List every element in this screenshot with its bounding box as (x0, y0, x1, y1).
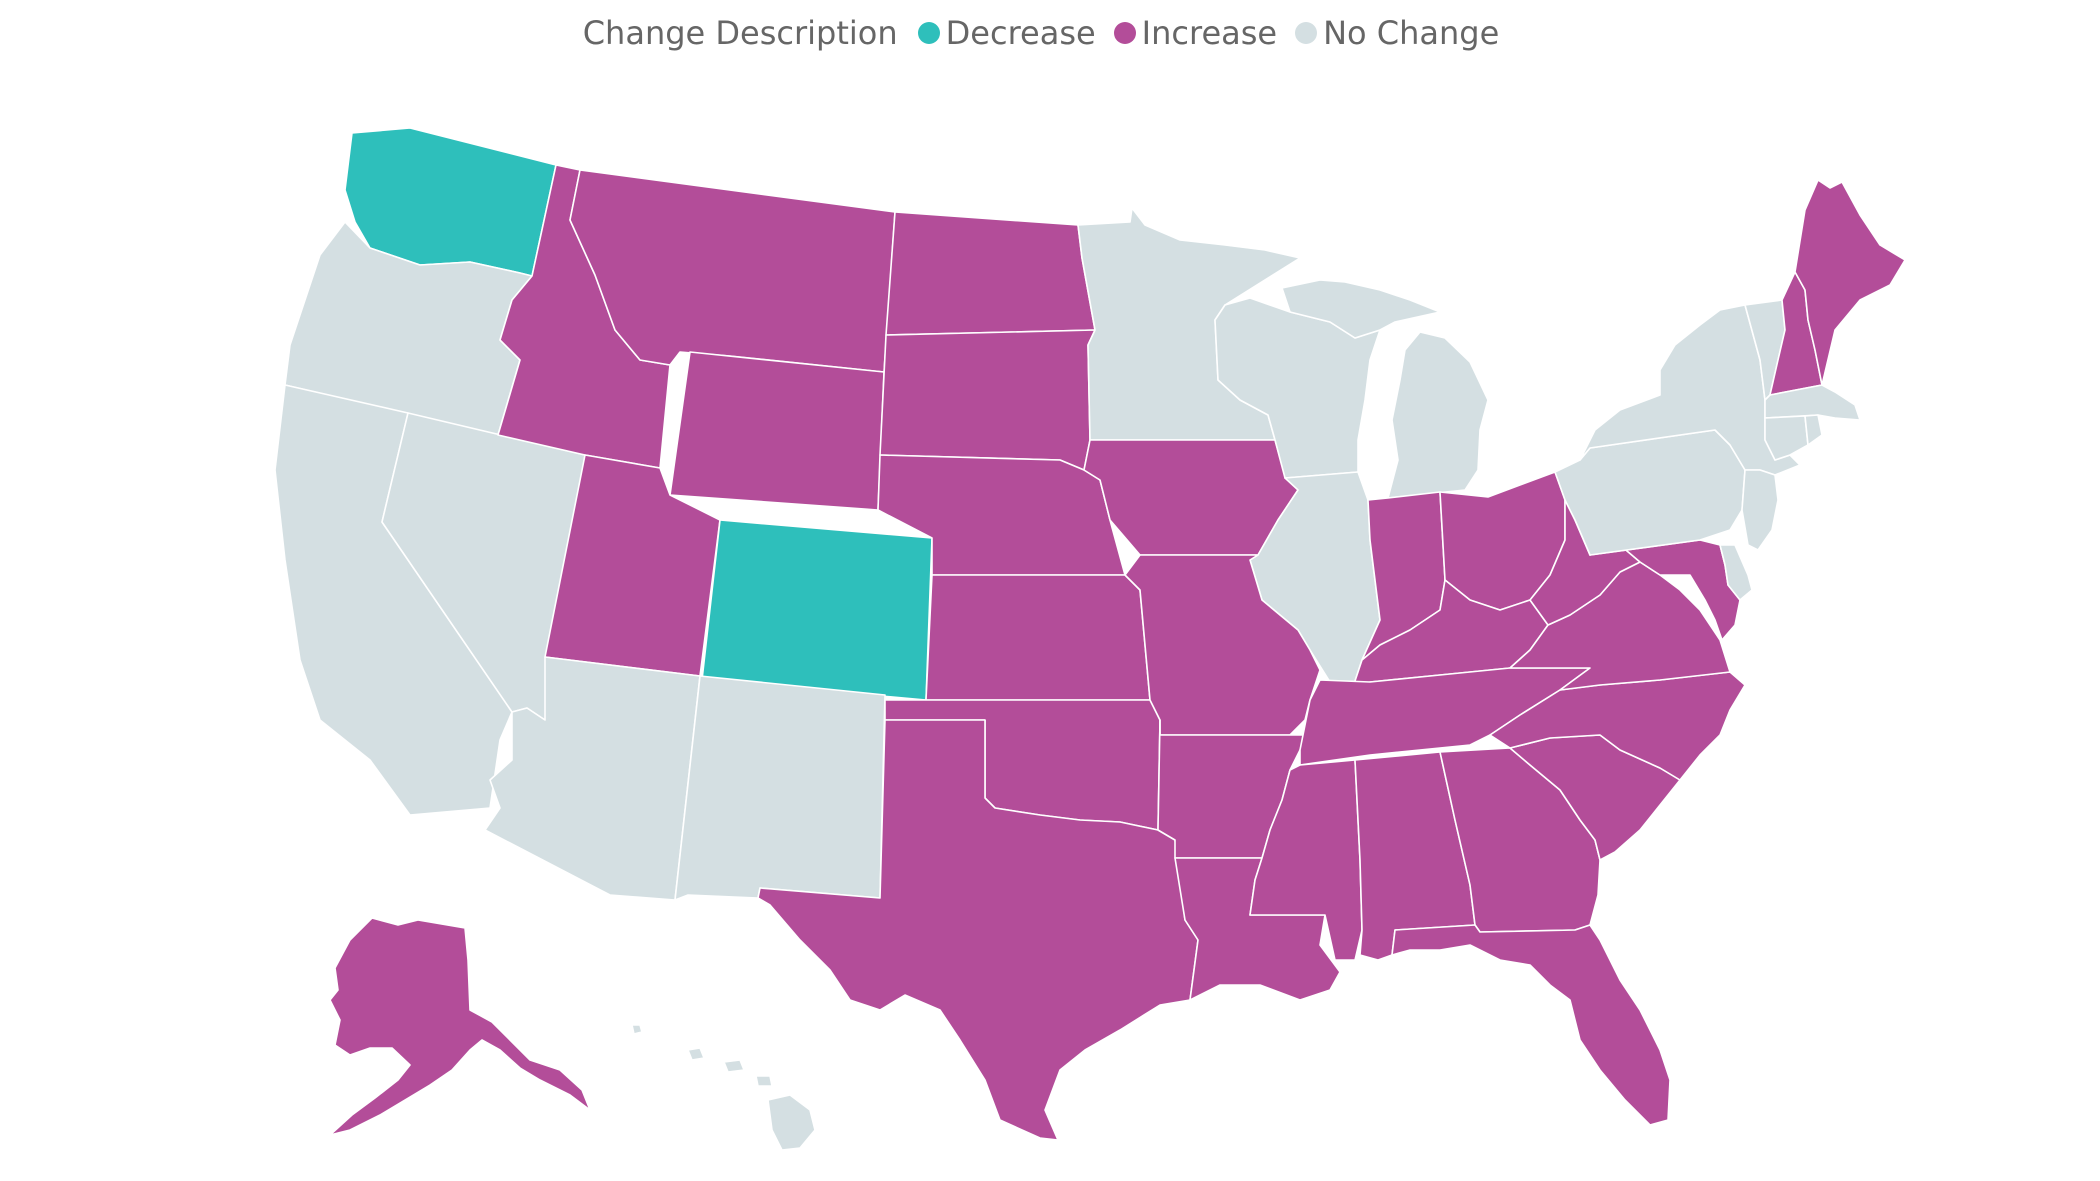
legend-dot-no-change (1295, 22, 1318, 44)
state-ak[interactable] (329, 917, 591, 1136)
state-sd[interactable] (879, 329, 1096, 471)
legend-title: Change Description (582, 14, 898, 52)
state-ne[interactable] (877, 454, 1126, 576)
legend-dot-increase (1113, 22, 1136, 44)
state-me[interactable] (1794, 179, 1906, 386)
state-ks[interactable] (925, 574, 1151, 701)
state-hi[interactable] (631, 1024, 816, 1151)
legend-label-no-change: No Change (1323, 14, 1500, 52)
legend-item-increase[interactable]: Increase (1113, 14, 1278, 52)
state-mi[interactable] (1281, 279, 1489, 499)
legend-item-decrease[interactable]: Decrease (917, 14, 1096, 52)
state-de[interactable] (1719, 544, 1753, 601)
state-wy[interactable] (669, 351, 885, 511)
legend-label-decrease: Decrease (945, 14, 1096, 52)
legend-dot-decrease (917, 22, 940, 44)
legend-item-no-change[interactable]: No Change (1295, 14, 1499, 52)
state-nj[interactable] (1741, 469, 1779, 551)
state-co[interactable] (701, 519, 933, 701)
map-legend: Change Description Decrease Increase No … (0, 14, 2100, 52)
state-fl[interactable] (1391, 924, 1671, 1126)
state-ia[interactable] (1083, 439, 1299, 556)
state-ct[interactable] (1764, 415, 1809, 461)
state-nm[interactable] (674, 675, 886, 901)
state-nd[interactable] (885, 211, 1096, 336)
state-tx[interactable] (757, 719, 1199, 1141)
state-ri[interactable] (1804, 414, 1823, 446)
legend-label-increase: Increase (1141, 14, 1278, 52)
state-pa[interactable] (1554, 429, 1746, 556)
